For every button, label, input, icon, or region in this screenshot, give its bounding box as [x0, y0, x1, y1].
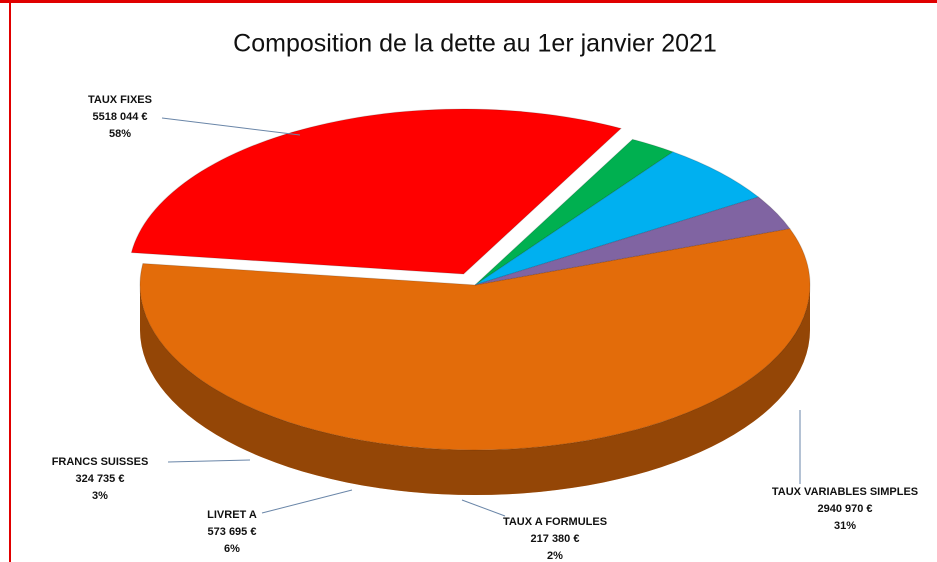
slice [130, 108, 623, 275]
leader-line [161, 117, 301, 136]
leader-line [261, 489, 353, 514]
value-label: 5518 044 € [92, 111, 147, 123]
slice-side-shade [140, 285, 810, 495]
category-label: TAUX FIXES [88, 94, 152, 106]
slice-side [140, 285, 810, 495]
percentage-label: 2% [547, 550, 563, 562]
leader-line [461, 499, 506, 517]
chart-title: Composition de la dette au 1er janvier 2… [233, 30, 717, 58]
slice [474, 196, 791, 286]
value-label: 217 380 € [531, 533, 580, 545]
percentage-label: 31% [834, 520, 856, 532]
percentage-label: 6% [224, 543, 240, 555]
slice [139, 228, 811, 451]
category-label: LIVRET A [207, 509, 257, 521]
slice [474, 138, 675, 286]
value-label: 2940 970 € [817, 503, 872, 515]
value-label: 573 695 € [208, 526, 257, 538]
category-label: FRANCS SUISSES [52, 456, 149, 468]
category-label: TAUX A FORMULES [503, 516, 607, 528]
leader-line [167, 459, 251, 463]
percentage-label: 58% [109, 128, 131, 140]
category-label: TAUX VARIABLES SIMPLES [772, 486, 918, 498]
value-label: 324 735 € [76, 473, 125, 485]
percentage-label: 3% [92, 490, 108, 502]
slice [474, 151, 760, 286]
